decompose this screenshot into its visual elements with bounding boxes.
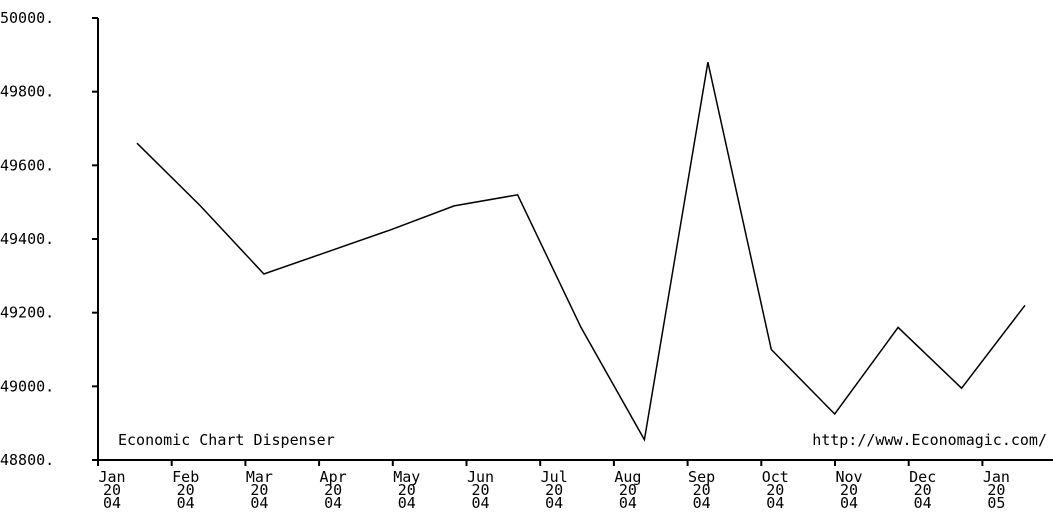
y-tick-label: 49000. [0,377,54,395]
x-tick-label: Dec 20 04 [909,468,936,512]
chart-annotation-left: Economic Chart Dispenser [118,431,335,449]
x-tick-label: Sep 20 04 [688,468,715,512]
x-tick-label: May 20 04 [393,468,420,512]
series-layer [136,62,1026,442]
y-tick-label: 49600. [0,156,54,174]
y-tick-label: 48800. [0,451,54,469]
x-tick-label: Nov 20 04 [835,468,862,512]
y-tick-label: 49800. [0,83,54,101]
x-tick-label: Mar 20 04 [246,468,273,512]
y-tick-label: 49200. [0,304,54,322]
x-tick-label: Apr 20 04 [320,468,347,512]
y-tick-label: 49400. [0,230,54,248]
series-line [136,62,1026,442]
x-tick-label: Jan 20 04 [98,468,125,512]
y-tick-label: 50000. [0,9,54,27]
x-tick-label: Jul 20 04 [541,468,568,512]
y-axis: 50000. 49800. 49600. 49400. 49200. 49000. 4880… [0,9,99,469]
chart-annotation-right: http://www.Economagic.com/ [812,431,1047,449]
x-tick-label: Jan 20 05 [983,468,1010,512]
x-tick-label: Aug 20 04 [614,468,641,512]
x-tick-label: Jun 20 04 [467,468,494,512]
x-tick-label: Feb 20 04 [172,468,199,512]
x-tick-label: Oct 20 04 [762,468,789,512]
x-axis: Jan 20 04 Feb 20 04 Mar 20 04 Apr 20 04 May 20 04 Jun 20… [97,459,1053,512]
